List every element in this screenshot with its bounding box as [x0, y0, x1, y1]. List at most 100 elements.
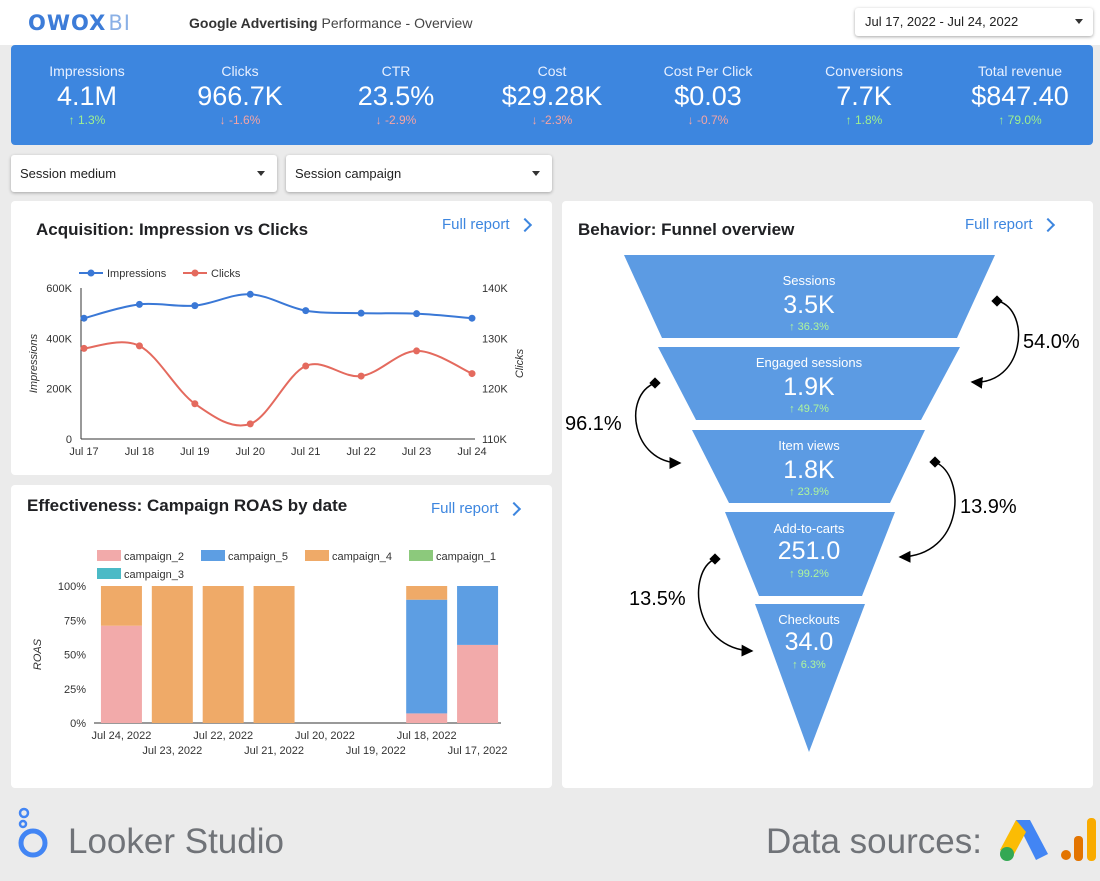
conversion-arrow: [697, 558, 754, 657]
x-tick-label: Jul 20, 2022: [295, 730, 355, 742]
y-tick-label: 0: [66, 434, 72, 446]
y-tick-label: 600K: [46, 283, 72, 295]
x-tick-label: Jul 18, 2022: [397, 730, 457, 742]
kpi-total-revenue: Total revenue $847.40 ↑ 79.0%: [945, 63, 1095, 127]
legend-label: Clicks: [211, 268, 241, 280]
legend-label: campaign_1: [436, 551, 496, 563]
conversion-rate: 54.0%: [1023, 331, 1080, 353]
kpi-label: Clicks: [221, 63, 259, 79]
funnel-delta: ↑ 36.3%: [789, 321, 829, 333]
legend-label: campaign_2: [124, 551, 184, 563]
diamond-icon: [929, 456, 941, 468]
data-point: [191, 302, 199, 310]
conversion-rate: 96.1%: [565, 413, 622, 435]
x-tick-label: Jul 19, 2022: [346, 745, 406, 757]
y-tick-label: 100%: [58, 581, 86, 593]
kpi-value: $847.40: [971, 81, 1069, 111]
x-tick-label: Jul 22: [346, 446, 375, 458]
kpi-delta: ↓ -2.3%: [531, 113, 573, 127]
session-campaign-filter[interactable]: Session campaign: [286, 155, 552, 192]
arrow-up-icon: ↑: [789, 321, 795, 333]
data-point: [80, 344, 88, 352]
filter-label: Session medium: [20, 166, 117, 181]
effectiveness-title: Effectiveness: Campaign ROAS by date: [27, 496, 348, 515]
behavior-full-report-link[interactable]: Full report: [965, 216, 1033, 233]
kpi-value: 7.7K: [836, 81, 892, 111]
data-point: [413, 310, 421, 318]
owox-logo: OWOXBI: [28, 11, 131, 35]
data-point: [413, 347, 421, 355]
x-tick-label: Jul 20: [236, 446, 265, 458]
funnel-stage-sessions: [624, 255, 995, 338]
kpi-ctr: CTR 23.5% ↓ -2.9%: [321, 63, 471, 127]
data-point: [302, 362, 310, 370]
x-tick-label: Jul 22, 2022: [193, 730, 253, 742]
bar-segment-campaign_4: [406, 586, 448, 600]
behavior-panel: Behavior: Funnel overview Full report Se…: [562, 201, 1093, 788]
legend-label: campaign_4: [332, 551, 392, 563]
conversion-arrow: [634, 382, 682, 469]
chevron-down-icon: [257, 171, 265, 176]
arrow-up-icon: ↑: [845, 113, 852, 127]
bar-segment-campaign_4: [202, 586, 244, 723]
arrow-down-icon: ↓: [375, 113, 382, 127]
bar-segment-campaign_2: [100, 625, 142, 723]
kpi-delta: ↑ 79.0%: [998, 113, 1042, 127]
kpi-scorecards: Impressions 4.1M ↑ 1.3% Clicks 966.7K ↓ …: [11, 45, 1093, 145]
campaign-roas-bar-chart: 0% 25% 50% 75% 100% ROAS Jul 24, 2022 Jul 23, 2…: [32, 550, 508, 757]
x-tick-label: Jul 21: [291, 446, 320, 458]
kpi-cost: Cost $29.28K ↓ -2.3%: [477, 63, 627, 127]
acquisition-full-report-link[interactable]: Full report: [442, 216, 510, 233]
series-line-clicks: [83, 341, 473, 427]
bar-segment-campaign_4: [100, 586, 142, 626]
kpi-value: 966.7K: [197, 81, 283, 111]
data-point: [357, 309, 365, 317]
kpi-delta: ↑ 1.8%: [845, 113, 883, 127]
effectiveness-full-report-link[interactable]: Full report: [431, 500, 499, 517]
y-tick-label-right: 120K: [482, 384, 508, 396]
y-tick-label: 400K: [46, 333, 72, 345]
funnel-label: Item views: [778, 438, 840, 453]
funnel-label: Sessions: [783, 273, 836, 288]
kpi-label: CTR: [381, 63, 411, 79]
session-medium-filter[interactable]: Session medium: [11, 155, 277, 192]
arrow-up-icon: ↑: [789, 486, 795, 498]
funnel-stage-add-to-carts: [725, 512, 895, 596]
legend-swatch: [201, 550, 225, 561]
kpi-label: Conversions: [825, 63, 903, 79]
legend-label: campaign_3: [124, 569, 184, 581]
date-range-select[interactable]: Jul 17, 2022 - Jul 24, 2022: [855, 8, 1093, 36]
data-point: [468, 370, 476, 378]
y-tick-label: 75%: [64, 615, 86, 627]
funnel-delta: ↑ 6.3%: [792, 659, 826, 671]
y-tick-label-right: 140K: [482, 283, 508, 295]
legend-label: Impressions: [107, 268, 167, 280]
diamond-icon: [709, 553, 721, 565]
arrow-up-icon: ↑: [68, 113, 75, 127]
funnel-delta: ↑ 23.9%: [789, 486, 829, 498]
data-point: [246, 420, 254, 428]
x-tick-label: Jul 17: [69, 446, 98, 458]
report-title: Google Advertising Performance - Overvie…: [189, 15, 473, 31]
y-tick-label-right: 130K: [482, 333, 508, 345]
diamond-icon: [649, 377, 661, 389]
looker-studio-brand: Looker Studio: [68, 822, 284, 861]
kpi-value: $29.28K: [501, 81, 603, 111]
arrow-up-icon: ↑: [998, 113, 1005, 127]
filter-label: Session campaign: [295, 166, 402, 181]
funnel-stage-engaged-sessions: [658, 347, 960, 420]
x-tick-label: Jul 21, 2022: [244, 745, 304, 757]
kpi-cost-per-click: Cost Per Click $0.03 ↓ -0.7%: [633, 63, 783, 127]
kpi-label: Total revenue: [977, 63, 1063, 79]
funnel-value: 251.0: [778, 537, 841, 565]
google-ads-icon: [1000, 820, 1048, 861]
kpi-impressions: Impressions 4.1M ↑ 1.3%: [12, 63, 162, 127]
impressions-clicks-line-chart: 0 200K 400K 600K 110K 120K 130K 140K Jul 17 Jul 1…: [28, 268, 526, 458]
behavior-title: Behavior: Funnel overview: [578, 220, 795, 239]
x-tick-label: Jul 23, 2022: [142, 745, 202, 757]
arrow-up-icon: ↑: [792, 659, 798, 671]
data-point: [191, 400, 199, 408]
kpi-value: 23.5%: [357, 81, 435, 111]
looker-studio-logo-icon: [18, 807, 48, 858]
arrow-up-icon: ↑: [789, 403, 795, 415]
